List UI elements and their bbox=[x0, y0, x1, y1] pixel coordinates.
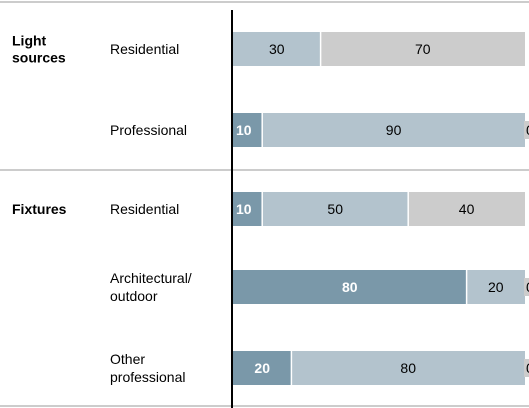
group-label-line: sources bbox=[12, 50, 66, 66]
category-labels: Residential Professional Residential Archit… bbox=[12, 33, 192, 386]
bar-segments: 03070109001050408020020800 bbox=[232, 32, 529, 385]
category-label-line: Architectural/ bbox=[110, 270, 192, 286]
category-label-line: professional bbox=[110, 369, 186, 385]
bar-segment bbox=[320, 32, 525, 66]
zero-value-tab bbox=[524, 278, 529, 296]
zero-value-tab bbox=[524, 121, 529, 139]
category-label: Residential bbox=[110, 201, 179, 217]
data-label: 10 bbox=[236, 201, 252, 217]
data-label: 70 bbox=[415, 41, 431, 57]
category-label: Residential bbox=[110, 41, 179, 57]
data-label: 40 bbox=[459, 201, 475, 217]
data-label: 80 bbox=[342, 279, 358, 295]
category-label-line: outdoor bbox=[110, 288, 158, 304]
bar-segment bbox=[466, 270, 525, 304]
zero-value-tab bbox=[524, 359, 529, 377]
category-label-line: Residential bbox=[110, 201, 179, 217]
bar-segment bbox=[233, 192, 263, 226]
category-label: Other professional bbox=[110, 351, 186, 385]
category-label: Professional bbox=[110, 122, 187, 138]
data-label: 50 bbox=[327, 201, 343, 217]
data-label: 10 bbox=[236, 122, 252, 138]
data-label: 80 bbox=[400, 360, 416, 376]
data-label: 20 bbox=[254, 360, 270, 376]
bar-segment bbox=[233, 113, 263, 147]
category-label-line: Professional bbox=[110, 122, 187, 138]
group-label-line: Fixtures bbox=[12, 201, 67, 217]
category-label-line: Residential bbox=[110, 41, 179, 57]
category-label-line: Other bbox=[110, 351, 145, 367]
bar-segment bbox=[408, 192, 525, 226]
data-label: 30 bbox=[269, 41, 285, 57]
data-label: 0 bbox=[526, 122, 529, 138]
bar-segment bbox=[291, 351, 525, 385]
group-label: Fixtures bbox=[12, 201, 67, 217]
data-label: 0 bbox=[526, 360, 529, 376]
group-label-line: Light bbox=[12, 33, 47, 49]
data-label: 20 bbox=[488, 279, 504, 295]
data-label: 0 bbox=[526, 279, 529, 295]
bar-segment bbox=[233, 351, 292, 385]
bar-segment bbox=[233, 270, 467, 304]
bar-segment bbox=[262, 113, 525, 147]
bar-segment bbox=[233, 32, 321, 66]
category-label: Architectural/outdoor bbox=[110, 270, 192, 304]
group-label: Light sources bbox=[12, 33, 66, 66]
data-label: 90 bbox=[386, 122, 402, 138]
bar-segment bbox=[262, 192, 409, 226]
